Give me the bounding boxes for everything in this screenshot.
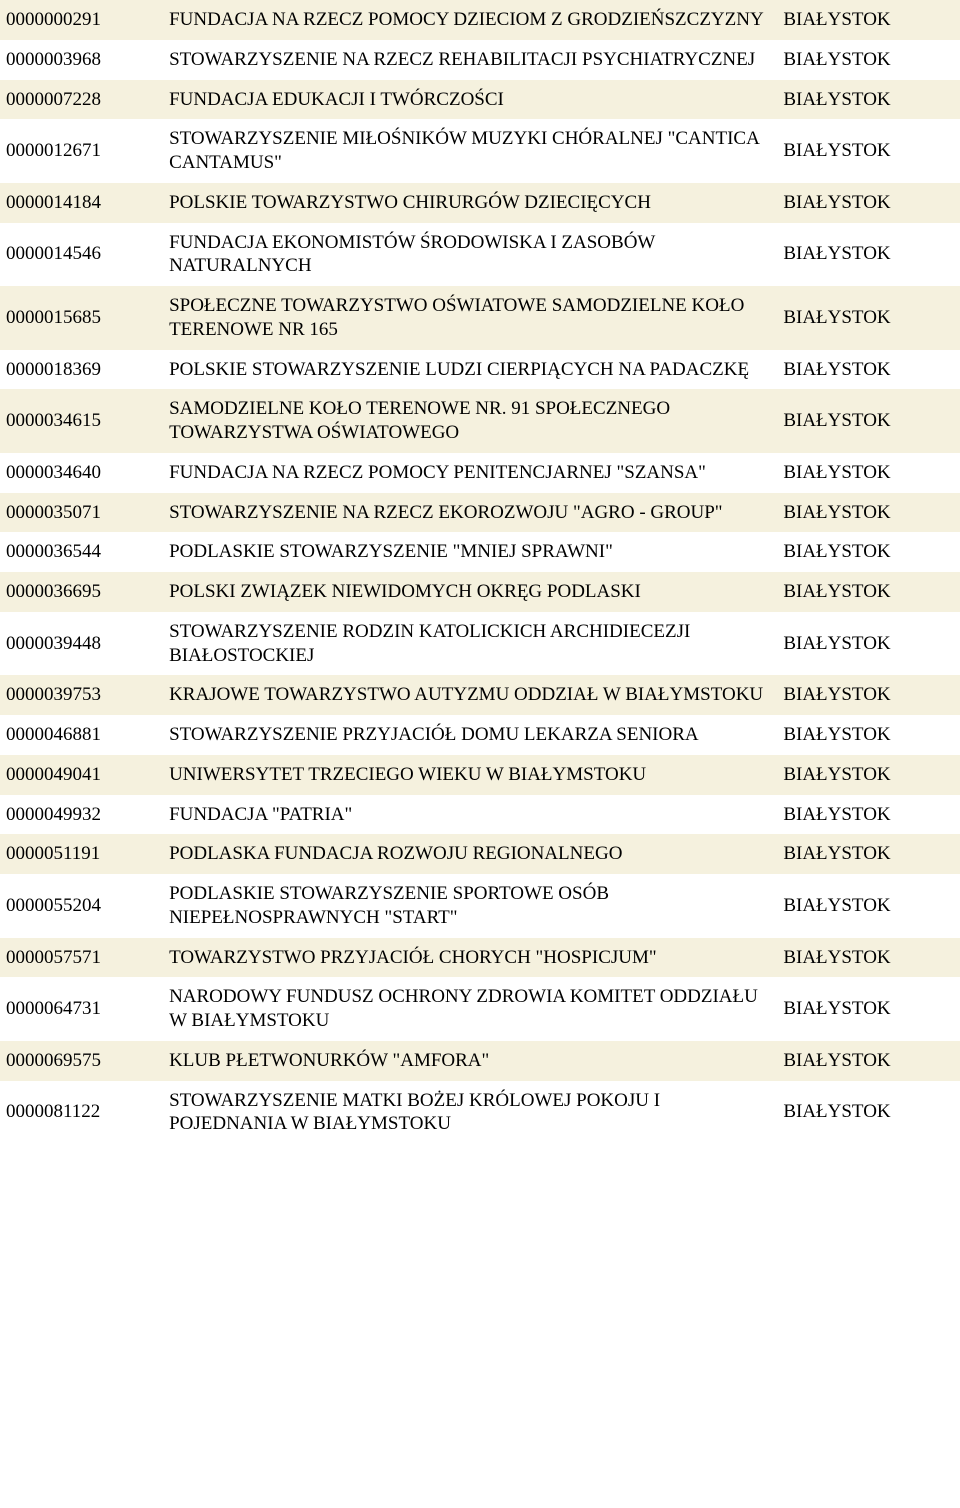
- org-id: 0000036544: [0, 532, 163, 572]
- org-table-body: 0000000291FUNDACJA NA RZECZ POMOCY DZIEC…: [0, 0, 960, 1144]
- org-city: BIAŁYSTOK: [777, 755, 960, 795]
- org-name: FUNDACJA EKONOMISTÓW ŚRODOWISKA I ZASOBÓ…: [163, 223, 777, 287]
- org-city: BIAŁYSTOK: [777, 715, 960, 755]
- org-city: BIAŁYSTOK: [777, 874, 960, 938]
- table-row: 0000049041UNIWERSYTET TRZECIEGO WIEKU W …: [0, 755, 960, 795]
- org-id: 0000035071: [0, 493, 163, 533]
- org-name: PODLASKIE STOWARZYSZENIE SPORTOWE OSÓB N…: [163, 874, 777, 938]
- org-id: 0000018369: [0, 350, 163, 390]
- table-row: 0000015685SPOŁECZNE TOWARZYSTWO OŚWIATOW…: [0, 286, 960, 350]
- org-id: 0000015685: [0, 286, 163, 350]
- table-row: 0000034640FUNDACJA NA RZECZ POMOCY PENIT…: [0, 453, 960, 493]
- org-id: 0000039753: [0, 675, 163, 715]
- org-name: STOWARZYSZENIE PRZYJACIÓŁ DOMU LEKARZA S…: [163, 715, 777, 755]
- table-row: 0000046881STOWARZYSZENIE PRZYJACIÓŁ DOMU…: [0, 715, 960, 755]
- org-city: BIAŁYSTOK: [777, 1041, 960, 1081]
- table-row: 0000000291FUNDACJA NA RZECZ POMOCY DZIEC…: [0, 0, 960, 40]
- org-city: BIAŁYSTOK: [777, 572, 960, 612]
- table-row: 0000018369POLSKIE STOWARZYSZENIE LUDZI C…: [0, 350, 960, 390]
- org-name: NARODOWY FUNDUSZ OCHRONY ZDROWIA KOMITET…: [163, 977, 777, 1041]
- org-id: 0000014546: [0, 223, 163, 287]
- org-city: BIAŁYSTOK: [777, 183, 960, 223]
- table-row: 0000007228FUNDACJA EDUKACJI I TWÓRCZOŚCI…: [0, 80, 960, 120]
- org-city: BIAŁYSTOK: [777, 1081, 960, 1145]
- org-city: BIAŁYSTOK: [777, 938, 960, 978]
- org-city: BIAŁYSTOK: [777, 977, 960, 1041]
- org-id: 0000057571: [0, 938, 163, 978]
- org-name: FUNDACJA "PATRIA": [163, 795, 777, 835]
- org-name: TOWARZYSTWO PRZYJACIÓŁ CHORYCH "HOSPICJU…: [163, 938, 777, 978]
- org-name: FUNDACJA EDUKACJI I TWÓRCZOŚCI: [163, 80, 777, 120]
- org-id: 0000014184: [0, 183, 163, 223]
- org-name: POLSKIE STOWARZYSZENIE LUDZI CIERPIĄCYCH…: [163, 350, 777, 390]
- org-id: 0000039448: [0, 612, 163, 676]
- org-city: BIAŁYSTOK: [777, 675, 960, 715]
- org-name: FUNDACJA NA RZECZ POMOCY DZIECIOM Z GROD…: [163, 0, 777, 40]
- org-id: 0000003968: [0, 40, 163, 80]
- table-row: 0000012671STOWARZYSZENIE MIŁOŚNIKÓW MUZY…: [0, 119, 960, 183]
- org-city: BIAŁYSTOK: [777, 80, 960, 120]
- table-row: 0000055204PODLASKIE STOWARZYSZENIE SPORT…: [0, 874, 960, 938]
- org-city: BIAŁYSTOK: [777, 350, 960, 390]
- org-name: SAMODZIELNE KOŁO TERENOWE NR. 91 SPOŁECZ…: [163, 389, 777, 453]
- org-id: 0000012671: [0, 119, 163, 183]
- org-id: 0000049041: [0, 755, 163, 795]
- table-row: 0000049932FUNDACJA "PATRIA"BIAŁYSTOK: [0, 795, 960, 835]
- table-row: 0000051191PODLASKA FUNDACJA ROZWOJU REGI…: [0, 834, 960, 874]
- org-city: BIAŁYSTOK: [777, 0, 960, 40]
- org-city: BIAŁYSTOK: [777, 453, 960, 493]
- org-name: STOWARZYSZENIE MATKI BOŻEJ KRÓLOWEJ POKO…: [163, 1081, 777, 1145]
- table-row: 0000057571TOWARZYSTWO PRZYJACIÓŁ CHORYCH…: [0, 938, 960, 978]
- org-name: PODLASKIE STOWARZYSZENIE "MNIEJ SPRAWNI": [163, 532, 777, 572]
- org-name: UNIWERSYTET TRZECIEGO WIEKU W BIAŁYMSTOK…: [163, 755, 777, 795]
- table-row: 0000064731NARODOWY FUNDUSZ OCHRONY ZDROW…: [0, 977, 960, 1041]
- table-row: 0000034615SAMODZIELNE KOŁO TERENOWE NR. …: [0, 389, 960, 453]
- table-row: 0000039448STOWARZYSZENIE RODZIN KATOLICK…: [0, 612, 960, 676]
- org-id: 0000034640: [0, 453, 163, 493]
- org-id: 0000069575: [0, 1041, 163, 1081]
- table-row: 0000069575KLUB PŁETWONURKÓW "AMFORA"BIAŁ…: [0, 1041, 960, 1081]
- table-row: 0000003968STOWARZYSZENIE NA RZECZ REHABI…: [0, 40, 960, 80]
- org-id: 0000034615: [0, 389, 163, 453]
- org-id: 0000049932: [0, 795, 163, 835]
- table-row: 0000039753KRAJOWE TOWARZYSTWO AUTYZMU OD…: [0, 675, 960, 715]
- org-name: STOWARZYSZENIE NA RZECZ REHABILITACJI PS…: [163, 40, 777, 80]
- org-city: BIAŁYSTOK: [777, 40, 960, 80]
- org-name: PODLASKA FUNDACJA ROZWOJU REGIONALNEGO: [163, 834, 777, 874]
- org-city: BIAŁYSTOK: [777, 223, 960, 287]
- org-city: BIAŁYSTOK: [777, 612, 960, 676]
- org-id: 0000064731: [0, 977, 163, 1041]
- org-name: STOWARZYSZENIE NA RZECZ EKOROZWOJU "AGRO…: [163, 493, 777, 533]
- org-name: STOWARZYSZENIE RODZIN KATOLICKICH ARCHID…: [163, 612, 777, 676]
- org-city: BIAŁYSTOK: [777, 286, 960, 350]
- org-id: 0000081122: [0, 1081, 163, 1145]
- org-city: BIAŁYSTOK: [777, 389, 960, 453]
- org-name: POLSKI ZWIĄZEK NIEWIDOMYCH OKRĘG PODLASK…: [163, 572, 777, 612]
- org-id: 0000051191: [0, 834, 163, 874]
- org-name: SPOŁECZNE TOWARZYSTWO OŚWIATOWE SAMODZIE…: [163, 286, 777, 350]
- org-name: STOWARZYSZENIE MIŁOŚNIKÓW MUZYKI CHÓRALN…: [163, 119, 777, 183]
- org-city: BIAŁYSTOK: [777, 834, 960, 874]
- org-id: 0000036695: [0, 572, 163, 612]
- org-table: 0000000291FUNDACJA NA RZECZ POMOCY DZIEC…: [0, 0, 960, 1144]
- table-row: 0000035071STOWARZYSZENIE NA RZECZ EKOROZ…: [0, 493, 960, 533]
- org-city: BIAŁYSTOK: [777, 795, 960, 835]
- table-row: 0000014184POLSKIE TOWARZYSTWO CHIRURGÓW …: [0, 183, 960, 223]
- org-city: BIAŁYSTOK: [777, 532, 960, 572]
- org-city: BIAŁYSTOK: [777, 493, 960, 533]
- org-name: POLSKIE TOWARZYSTWO CHIRURGÓW DZIECIĘCYC…: [163, 183, 777, 223]
- org-city: BIAŁYSTOK: [777, 119, 960, 183]
- table-row: 0000081122STOWARZYSZENIE MATKI BOŻEJ KRÓ…: [0, 1081, 960, 1145]
- table-row: 0000014546FUNDACJA EKONOMISTÓW ŚRODOWISK…: [0, 223, 960, 287]
- org-name: KLUB PŁETWONURKÓW "AMFORA": [163, 1041, 777, 1081]
- org-id: 0000055204: [0, 874, 163, 938]
- table-row: 0000036695POLSKI ZWIĄZEK NIEWIDOMYCH OKR…: [0, 572, 960, 612]
- org-id: 0000007228: [0, 80, 163, 120]
- org-id: 0000046881: [0, 715, 163, 755]
- org-id: 0000000291: [0, 0, 163, 40]
- org-name: FUNDACJA NA RZECZ POMOCY PENITENCJARNEJ …: [163, 453, 777, 493]
- table-row: 0000036544PODLASKIE STOWARZYSZENIE "MNIE…: [0, 532, 960, 572]
- org-name: KRAJOWE TOWARZYSTWO AUTYZMU ODDZIAŁ W BI…: [163, 675, 777, 715]
